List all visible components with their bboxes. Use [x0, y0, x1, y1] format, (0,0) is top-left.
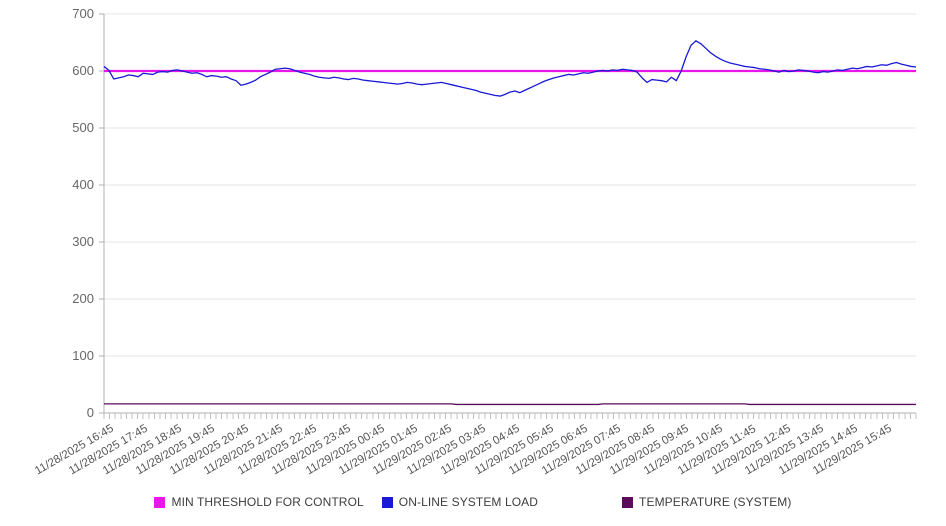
- series-line: [103, 40, 917, 97]
- x-axis-tickmarks: [103, 413, 917, 419]
- y-axis-tick-label: 300: [72, 234, 94, 249]
- series-line: [104, 403, 916, 406]
- legend-item[interactable]: ON-LINE SYSTEM LOAD: [381, 495, 539, 509]
- series-lines: [103, 40, 917, 406]
- legend-swatch-icon: [381, 496, 393, 508]
- legend-swatch-icon: [154, 496, 166, 508]
- y-axis-tick-label: 500: [72, 120, 94, 135]
- legend-item-label: MIN THRESHOLD FOR CONTROL: [171, 495, 364, 509]
- axis-lines: [99, 13, 916, 414]
- legend-item-label: TEMPERATURE (SYSTEM): [639, 495, 792, 509]
- legend-item[interactable]: MIN THRESHOLD FOR CONTROL: [154, 495, 364, 509]
- chart-legend: MIN THRESHOLD FOR CONTROL ON-LINE SYSTEM …: [0, 495, 946, 509]
- legend-spacer: [556, 502, 622, 503]
- gridlines: [104, 13, 916, 414]
- legend-swatch-icon: [622, 496, 634, 508]
- legend-item[interactable]: TEMPERATURE (SYSTEM): [622, 495, 791, 509]
- y-axis-tick-label: 200: [72, 291, 94, 306]
- y-axis-tick-label: 100: [72, 348, 94, 363]
- y-axis-tick-label: 0: [86, 405, 94, 420]
- y-axis-tick-label: 400: [72, 177, 94, 192]
- y-axis-tick-label: 700: [72, 6, 94, 21]
- y-axis-tick-label: 600: [72, 63, 94, 78]
- legend-item-label: ON-LINE SYSTEM LOAD: [398, 495, 539, 509]
